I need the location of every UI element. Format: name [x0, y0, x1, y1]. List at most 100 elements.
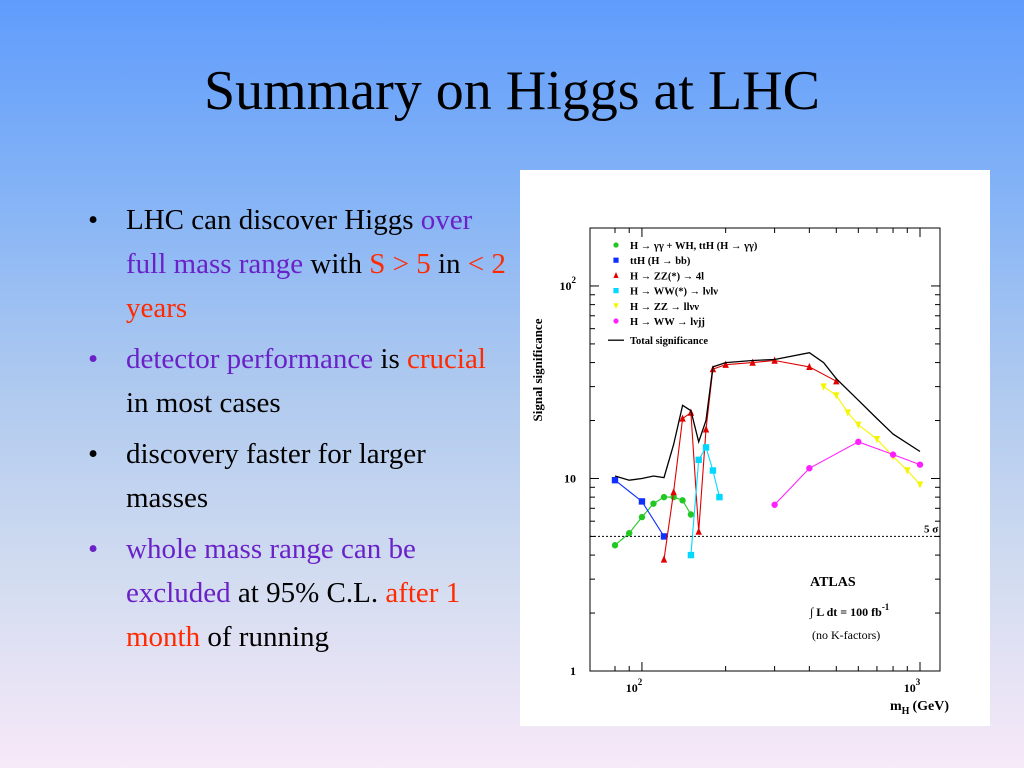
legend-marker	[613, 272, 619, 278]
chart-legend: H → γγ + WH, ttH (H → γγ) ttH (H → bb) H →…	[608, 241, 758, 347]
bullet-mark: •	[88, 533, 99, 565]
legend-marker	[613, 257, 619, 263]
data-point	[855, 421, 862, 429]
bullet-item: • discovery faster for larger masses	[88, 432, 508, 520]
data-point	[626, 529, 633, 537]
chart-background	[520, 170, 990, 726]
series-4	[820, 383, 924, 489]
bullet-mark: •	[88, 438, 99, 470]
data-point	[904, 467, 911, 475]
data-point	[873, 435, 881, 444]
data-point	[833, 392, 840, 400]
data-point	[716, 493, 723, 501]
data-point	[660, 493, 668, 501]
series-3	[687, 444, 723, 559]
series-6	[614, 352, 921, 481]
data-point	[670, 488, 677, 496]
data-point	[702, 444, 710, 451]
data-point	[916, 461, 924, 468]
data-point	[916, 481, 924, 489]
bullet-text-segment: at 95% C.L.	[230, 577, 386, 609]
y-tick-label: 1	[570, 664, 576, 678]
bullet-text-segment: whole mass range can be excluded	[126, 533, 416, 609]
data-point	[670, 493, 677, 501]
legend-marker	[613, 303, 619, 310]
bullet-text-segment: detector performance	[126, 343, 374, 375]
plot-frame	[589, 227, 941, 672]
data-point	[820, 383, 827, 391]
series-0	[611, 493, 695, 549]
legend-item: ttH (H → bb)	[613, 256, 691, 267]
data-point	[660, 555, 668, 563]
data-point	[695, 456, 702, 464]
legend-item: Total significance	[608, 336, 708, 347]
bullet-text-segment: is	[373, 343, 407, 375]
legend-item: H → WW(*) → lνlν	[613, 287, 718, 298]
bullet-text-segment: of running	[200, 621, 329, 653]
k-factor-note: (no K-factors)	[812, 628, 880, 642]
bullet-text-segment: < 2 years	[126, 248, 506, 324]
x-axis-label: mH (GeV)	[890, 699, 949, 717]
series-line	[663, 359, 837, 560]
data-point	[749, 358, 756, 366]
bullet-item: • detector performance is crucial in mos…	[88, 337, 508, 425]
x-axis-label-sub: H	[902, 706, 910, 717]
data-point	[771, 501, 778, 508]
x-axis-label-main: m	[890, 699, 902, 714]
x-tick-label-exponent: 2	[638, 677, 643, 687]
bullet-mark: •	[88, 204, 99, 236]
series-1	[611, 476, 668, 540]
luminosity-exponent: -1	[882, 602, 890, 612]
data-point	[722, 360, 729, 368]
legend-label: H → WW → lνjj	[630, 317, 705, 328]
data-point	[709, 467, 717, 474]
x-tick-label-base: 10	[904, 681, 916, 695]
bullet-list: • LHC can discover Higgs over full mass …	[88, 198, 508, 666]
bullet-text-segment: discovery faster for larger masses	[126, 438, 426, 514]
bullet-text-segment: over full mass range	[126, 204, 473, 280]
legend-item: H → WW → lνjj	[613, 317, 705, 328]
experiment-label: ATLAS	[810, 575, 856, 590]
data-point	[660, 533, 668, 540]
y-tick-label: 10	[564, 471, 576, 485]
data-point	[702, 425, 710, 433]
y-tick-label-base: 10	[560, 279, 572, 293]
series-5	[771, 438, 924, 508]
bullet-item: • LHC can discover Higgs over full mass …	[88, 198, 508, 330]
data-point	[687, 511, 695, 518]
axis-ticks	[590, 227, 940, 672]
data-point	[650, 500, 657, 507]
bullet-item: • whole mass range can be excluded at 95…	[88, 527, 508, 659]
bullet-text-segment: with	[303, 248, 370, 280]
atlas-significance-figure: Signal significance mH (GeV) 1 10 102 102 10…	[520, 170, 990, 726]
luminosity-text: ∫ L dt = 100 fb	[809, 605, 882, 619]
threshold-line-group: 5 σ	[590, 523, 940, 537]
data-point	[679, 414, 686, 422]
legend-marker	[613, 318, 619, 324]
legend-item: H → ZZ(*) → 4l	[613, 271, 704, 282]
x-tick-label-exponent: 3	[916, 677, 921, 687]
data-point	[806, 465, 813, 472]
bullet-text-segment: LHC can discover Higgs	[126, 204, 421, 236]
legend-label: H → γγ + WH, ttH (H → γγ)	[630, 241, 758, 252]
y-tick-label: 102	[560, 275, 577, 293]
data-point	[611, 542, 619, 549]
legend-label: H → ZZ(*) → 4l	[630, 271, 704, 282]
luminosity-label: ∫ L dt = 100 fb-1	[809, 602, 890, 619]
x-axis-label-unit: (GeV)	[912, 699, 949, 714]
x-tick-label: 102	[626, 677, 643, 695]
legend-label: Total significance	[630, 336, 708, 347]
x-tick-label-base: 10	[626, 681, 638, 695]
legend-item: H → γγ + WH, ttH (H → γγ)	[613, 241, 758, 252]
bullet-text-segment: after 1 month	[126, 577, 461, 653]
legend-label: H → ZZ → llνν	[630, 302, 699, 313]
legend-item: H → ZZ → llνν	[613, 302, 699, 313]
data-point	[638, 498, 646, 505]
x-tick-label: 103	[904, 677, 921, 695]
x-tick-labels: 102 103	[626, 677, 921, 695]
bullet-text-segment: in	[430, 248, 468, 280]
legend-marker	[613, 242, 619, 248]
bullet-mark: •	[88, 343, 99, 375]
